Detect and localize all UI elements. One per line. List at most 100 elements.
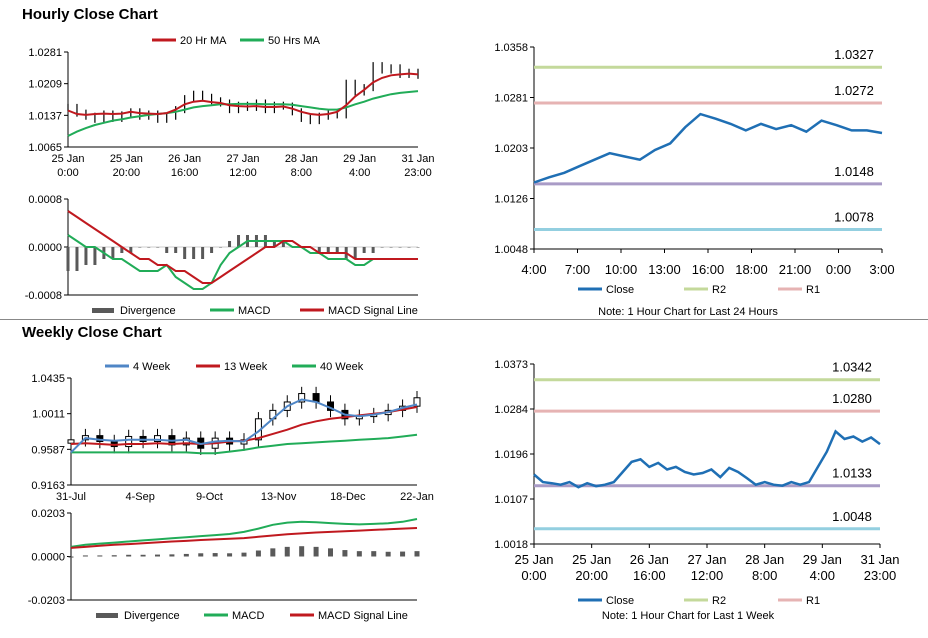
hourly-24h-xtick-label: 3:00: [869, 262, 894, 277]
divergence-bar: [362, 247, 366, 253]
divergence-bar: [111, 247, 115, 259]
ma20-line: [67, 72, 419, 116]
weekly-divergence-bar: [356, 551, 362, 557]
divergence-bar: [147, 247, 151, 248]
hourly-price-ytick-label: 1.0281: [28, 47, 62, 59]
weekly-divergence-bar: [111, 555, 117, 557]
divergence-bar: [237, 235, 241, 247]
divergence-bar: [326, 247, 330, 253]
weekly-divergence-bar: [342, 550, 348, 557]
weekly-divergence-bar: [270, 548, 276, 557]
weekly-divergence-bar: [414, 551, 420, 557]
hourly-price-xtick-date: 28 Jan: [285, 153, 318, 165]
weekly-1w-xtick-time: 8:00: [752, 568, 777, 583]
weekly-candle-body: [413, 397, 421, 407]
divergence-bar: [407, 247, 411, 248]
hourly-price-xtick-time: 23:00: [404, 167, 432, 179]
legend-4-week-label: 4 Week: [133, 361, 171, 373]
weekly-1w-level-label: 1.0133: [832, 466, 872, 481]
hourly-24h-xtick-label: 4:00: [521, 262, 546, 277]
divergence-bar: [138, 247, 142, 248]
divergence-bar: [192, 247, 196, 259]
weekly-1w-legend-r1-label: R1: [806, 595, 820, 607]
weekly-divergence-bar: [183, 553, 189, 557]
hourly-24h-level-label: 1.0148: [834, 164, 874, 179]
hourly-price-ytick-label: 1.0137: [28, 110, 62, 122]
weekly-1w-legend-close-label: Close: [606, 595, 634, 607]
divergence-bar: [210, 247, 214, 253]
hourly-macd-ytick-label: 0.0008: [28, 194, 62, 206]
weekly-divergence-bar: [284, 546, 290, 557]
divergence-bar: [398, 247, 402, 248]
weekly-divergence-bar: [255, 550, 261, 557]
weekly-price-xtick-label: 31-Jul: [56, 491, 86, 503]
weekly-legend-macd-label: MACD: [232, 610, 264, 622]
hourly-macd-ytick-label: 0.0000: [28, 242, 62, 254]
weekly-1w-xtick-time: 23:00: [864, 568, 897, 583]
weekly-macd-signal-line: [70, 527, 418, 549]
weekly-1w-ytick-label: 1.0284: [494, 404, 528, 416]
weekly-divergence-bar: [212, 553, 218, 557]
divergence-bar: [201, 247, 205, 259]
hourly-price-ytick-label: 1.0209: [28, 79, 62, 91]
divergence-bar: [228, 241, 232, 247]
hourly-price-xtick-date: 25 Jan: [51, 153, 84, 165]
weekly-divergence-bar: [198, 553, 204, 557]
divergence-bar: [380, 247, 384, 248]
weekly-1w-ytick-label: 1.0373: [494, 359, 528, 371]
hourly-24h-xtick-label: 18:00: [735, 262, 768, 277]
hourly-24h-level-label: 1.0272: [834, 83, 874, 98]
hourly-section-title: Hourly Close Chart: [22, 6, 158, 23]
hourly-price-xtick-date: 27 Jan: [226, 153, 259, 165]
legend-20hr-ma-label: 20 Hr MA: [180, 35, 227, 47]
weekly-divergence-bar: [313, 546, 319, 557]
weekly-price-ytick-label: 0.9163: [31, 480, 65, 492]
hourly-price-xtick-time: 16:00: [171, 167, 199, 179]
weekly-1w-ytick-label: 1.0018: [494, 539, 528, 551]
hourly-24h-xtick-label: 7:00: [565, 262, 590, 277]
weekly-divergence-bar: [68, 556, 74, 558]
weekly-divergence-bar: [328, 548, 333, 557]
divergence-bar: [272, 241, 276, 247]
divergence-bar: [281, 241, 285, 247]
weekly-divergence-bar: [299, 546, 305, 557]
hourly-24h-legend-r1-label: R1: [806, 284, 820, 296]
weekly-1w-legend-r2-label: R2: [712, 595, 726, 607]
weekly-1w-xtick-date: 29 Jan: [803, 552, 842, 567]
weekly-1w-xtick-date: 31 Jan: [860, 552, 899, 567]
weekly-price-ytick-label: 1.0011: [32, 409, 65, 421]
weekly-price-xtick-label: 9-Oct: [196, 491, 223, 503]
weekly-1w-ytick-label: 1.0107: [494, 494, 528, 506]
weekly-legend-divergence-swatch: [96, 613, 118, 618]
weekly-1w-level-label: 1.0342: [832, 360, 872, 375]
hourly-24h-ytick-label: 1.0126: [494, 194, 528, 206]
weekly-price-xtick-label: 22-Jan: [400, 491, 434, 503]
hourly-24h-note: Note: 1 Hour Chart for Last 24 Hours: [598, 306, 778, 318]
weekly-price-xtick-label: 18-Dec: [330, 491, 366, 503]
weekly-1w-xtick-date: 28 Jan: [745, 552, 784, 567]
hourly-24h-xtick-label: 21:00: [779, 262, 812, 277]
weekly-1w-ytick-label: 1.0196: [494, 449, 528, 461]
weekly-1w-level-label: 1.0280: [832, 391, 872, 406]
divergence-bar: [416, 247, 420, 248]
weekly-1w-xtick-date: 26 Jan: [630, 552, 669, 567]
weekly-macd-line: [70, 518, 418, 548]
weekly-1w-xtick-time: 0:00: [521, 568, 546, 583]
legend-macd-label: MACD: [238, 305, 270, 317]
hourly-price-xtick-time: 4:00: [349, 167, 370, 179]
weekly-macd-ytick-label: 0.0000: [31, 552, 65, 564]
weekly-price-ytick-label: 1.0435: [31, 373, 65, 385]
legend-40-week-label: 40 Week: [320, 361, 364, 373]
divergence-bar: [156, 247, 160, 248]
hourly-24h-xtick-label: 0:00: [826, 262, 851, 277]
hourly-24h-level-label: 1.0327: [834, 47, 874, 62]
hourly-24h-level-label: 1.0078: [834, 209, 874, 224]
hourly-price-xtick-time: 20:00: [113, 167, 141, 179]
hourly-24h-ytick-label: 1.0203: [494, 143, 528, 155]
hourly-24h-ytick-label: 1.0048: [494, 244, 528, 256]
legend-divergence-label: Divergence: [120, 305, 176, 317]
weekly-candle-body: [298, 393, 306, 403]
hourly-price-xtick-time: 0:00: [57, 167, 78, 179]
weekly-divergence-bar: [227, 553, 233, 557]
weekly-1w-xtick-time: 16:00: [633, 568, 666, 583]
